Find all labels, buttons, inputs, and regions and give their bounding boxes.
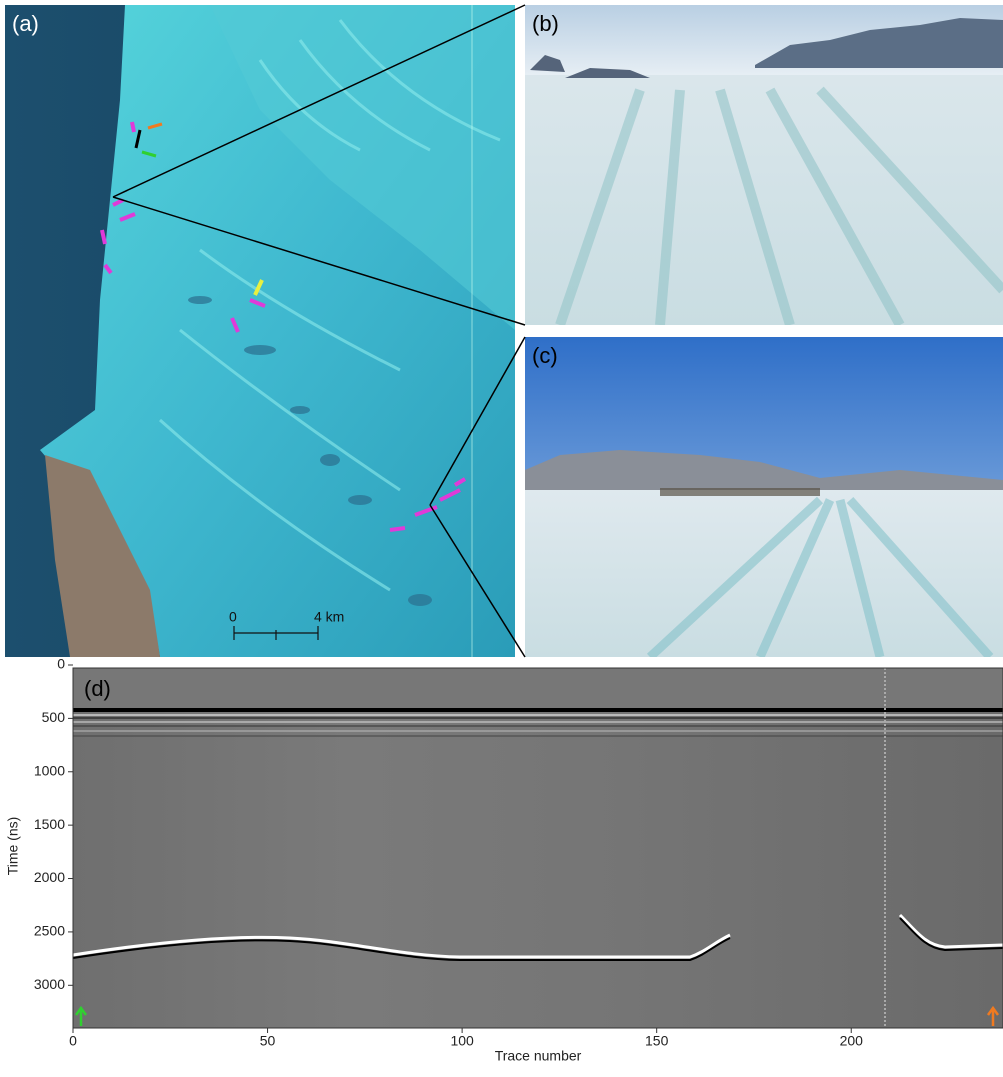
orange-arrow bbox=[986, 1005, 1000, 1026]
ice-stripes bbox=[646, 496, 994, 657]
rock-outcrop bbox=[45, 455, 160, 657]
green-arrow bbox=[74, 1005, 88, 1026]
panel-label: (c) bbox=[532, 343, 558, 368]
y-tick-label: 2500 bbox=[34, 923, 65, 939]
melt-ponds bbox=[188, 296, 432, 606]
panel-label: (d) bbox=[84, 676, 111, 701]
panel-c: (c) bbox=[525, 337, 1003, 657]
y-tick-label: 1000 bbox=[34, 762, 65, 778]
panel-a: 0 4 km (a) bbox=[5, 5, 515, 657]
yellow-mark bbox=[253, 279, 264, 296]
panel-b: (b) bbox=[525, 5, 1003, 325]
ice-stripes bbox=[555, 86, 1003, 325]
survey-marks bbox=[100, 121, 467, 532]
connectors bbox=[112, 4, 526, 658]
y-tick-label: 3000 bbox=[34, 976, 65, 992]
scale-bar bbox=[233, 626, 319, 640]
panel-label: (b) bbox=[532, 11, 559, 36]
scale-end: 4 km bbox=[314, 609, 344, 625]
y-tick-label: 1500 bbox=[34, 816, 65, 832]
x-tick-label: 50 bbox=[260, 1033, 276, 1049]
plot-frame bbox=[72, 667, 1003, 1029]
air-layer bbox=[73, 668, 1003, 708]
ice-ridges bbox=[210, 5, 515, 330]
radargram bbox=[73, 668, 1003, 1028]
surface-bands bbox=[73, 714, 1003, 737]
y-tick-label: 500 bbox=[42, 709, 66, 725]
orange-arrow bbox=[147, 122, 163, 130]
bed-reflector bbox=[72, 933, 731, 959]
green-arrow bbox=[141, 150, 157, 158]
x-tick-label: 200 bbox=[840, 1033, 864, 1049]
panel-d: (d) Trace number Time (ns) 0 50 100 150 2000… bbox=[5, 656, 1003, 1064]
x-axis-label: Trace number bbox=[495, 1048, 582, 1064]
y-axis-label: Time (ns) bbox=[5, 817, 21, 876]
profile-line bbox=[134, 129, 142, 149]
scale-start: 0 bbox=[229, 609, 237, 625]
y-tick-label: 0 bbox=[57, 656, 65, 672]
panel-label: (a) bbox=[12, 11, 39, 36]
surface-ridges bbox=[158, 19, 501, 592]
x-tick-label: 100 bbox=[450, 1033, 474, 1049]
x-tick-label: 150 bbox=[645, 1033, 669, 1049]
mountains bbox=[525, 450, 1003, 500]
x-tick-label: 0 bbox=[69, 1033, 77, 1049]
mountains bbox=[755, 18, 1003, 68]
y-tick-label: 2000 bbox=[34, 869, 65, 885]
